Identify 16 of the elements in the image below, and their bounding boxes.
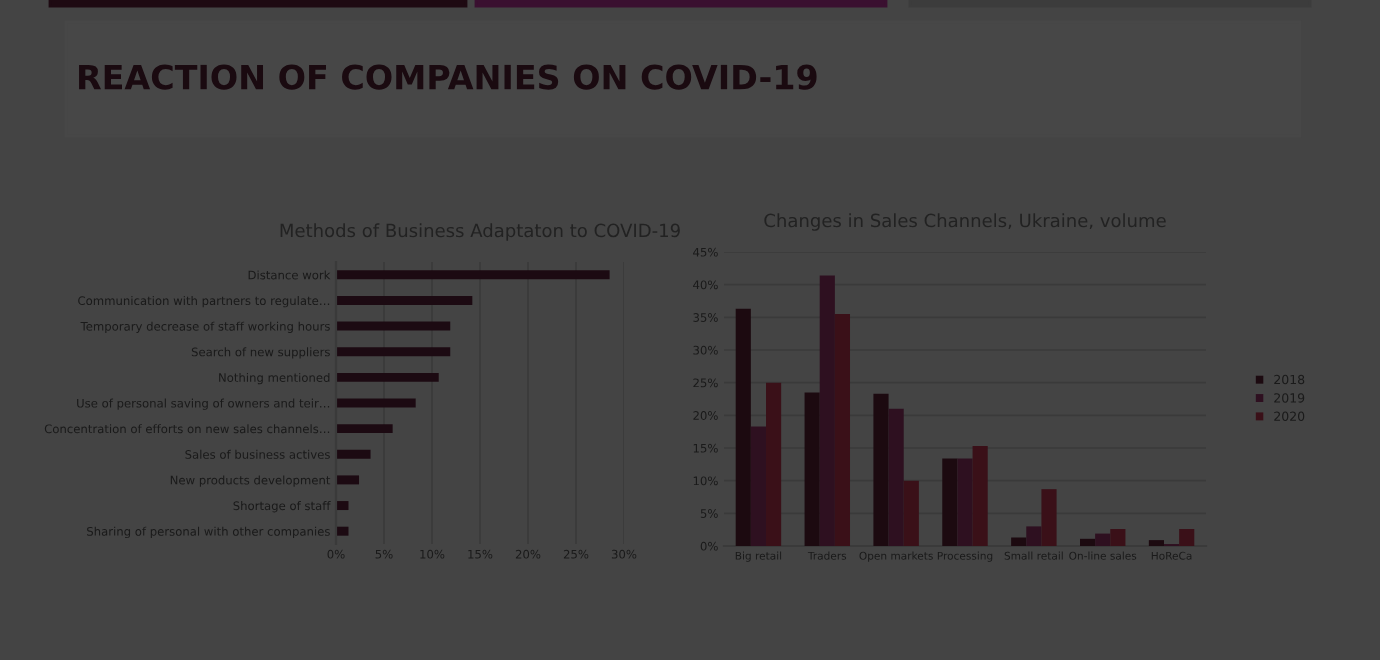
bar [336,321,451,331]
bar [804,392,820,546]
bar [1011,537,1027,546]
bar [942,458,958,546]
bar [336,449,371,459]
bar [336,270,610,280]
bar [873,393,889,546]
bar [336,475,360,485]
bar [1079,538,1096,546]
bar [336,372,439,382]
bar [336,424,393,434]
bar [336,347,451,357]
bar [1148,540,1164,546]
text: REACTION OF COMPANIES ON COVID-19 [79,64,817,90]
bar [336,295,473,305]
bar [735,308,751,546]
